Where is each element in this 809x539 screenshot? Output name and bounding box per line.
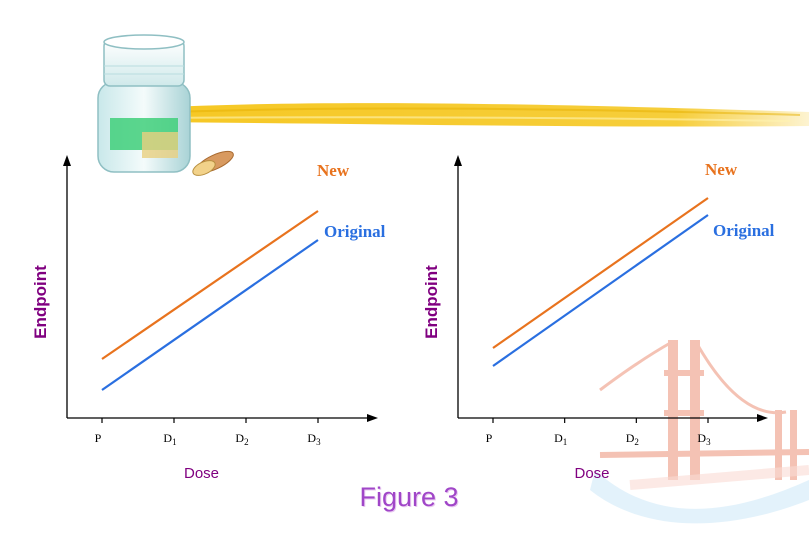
series-label-original: Original: [713, 221, 775, 240]
x-axis-label: Dose: [574, 465, 609, 482]
x-tick-label: D2: [235, 431, 248, 447]
figure-caption: Figure 3: [359, 482, 459, 512]
y-axis-arrow-icon: [63, 155, 71, 166]
x-tick-label: P: [95, 431, 102, 445]
x-axis-arrow-icon: [757, 414, 768, 422]
x-tick-subscript: 2: [634, 437, 639, 447]
x-axis-label: Dose: [184, 465, 219, 482]
x-tick-label: D3: [307, 431, 321, 447]
series-label-new: New: [705, 160, 738, 179]
series-line-new: [492, 197, 709, 349]
x-tick-subscript: 2: [244, 437, 249, 447]
golden-gate-bridge-image: [590, 340, 809, 524]
y-axis-label: Endpoint: [31, 265, 50, 339]
x-axis-arrow-icon: [367, 414, 378, 422]
series-label-new: New: [317, 161, 350, 180]
x-tick-subscript: 1: [563, 437, 568, 447]
x-tick-label: D1: [554, 431, 567, 447]
x-tick-subscript: 3: [316, 437, 321, 447]
highlighter-stroke: [150, 103, 809, 127]
series-line-original: [492, 214, 709, 367]
series-line-new: [101, 210, 319, 360]
x-tick-label: D3: [697, 431, 711, 447]
chart-left: P D1 D2 D3 New Original Dose Endpoint: [31, 155, 386, 482]
x-tick-label: D1: [163, 431, 176, 447]
series-line-original: [101, 239, 319, 391]
y-axis-label: Endpoint: [422, 265, 441, 339]
x-tick-label: D2: [626, 431, 639, 447]
series-label-original: Original: [324, 222, 386, 241]
chart-right: P D1 D2 D3 New Original Dose Endpoint: [422, 155, 775, 482]
x-tick-subscript: 1: [172, 437, 177, 447]
y-axis-arrow-icon: [454, 155, 462, 166]
x-tick-label: P: [486, 431, 493, 445]
x-tick-subscript: 3: [706, 437, 711, 447]
pill-bottle-icon: [97, 34, 234, 176]
